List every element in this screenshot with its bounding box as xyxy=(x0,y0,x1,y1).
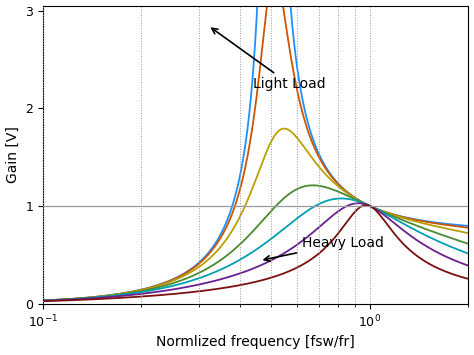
Y-axis label: Gain [V]: Gain [V] xyxy=(6,126,19,183)
Text: Light Load: Light Load xyxy=(212,28,326,91)
X-axis label: Normlized frequency [fsw/fr]: Normlized frequency [fsw/fr] xyxy=(156,335,355,349)
Text: Heavy Load: Heavy Load xyxy=(264,236,384,261)
